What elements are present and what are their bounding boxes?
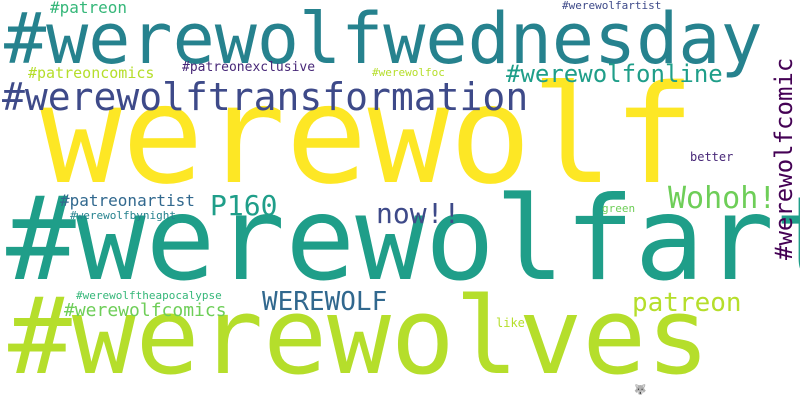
word-better: better (690, 150, 734, 164)
word-werewolfart: #werewolfart (6, 172, 800, 307)
word-like: like (496, 316, 525, 330)
word-WEREWOLF: WEREWOLF (262, 287, 388, 317)
word-green: green (602, 202, 636, 215)
word-werewolfbynight: #werewolfbynight (70, 209, 176, 222)
word-p160: P160 (210, 189, 278, 222)
word-wohoh: Wohoh! (668, 181, 777, 216)
word-patreoncomics: #patreoncomics (28, 64, 155, 82)
word-werewolves: #werewolves (8, 275, 710, 398)
word-patreonexclusive: #patreonexclusive (182, 60, 316, 75)
word-werewolfcomics: #werewolfcomics (64, 300, 227, 321)
word-wolf-emoji: 🐺 (634, 385, 647, 396)
word-patreon: patreon (632, 288, 742, 318)
word-patreon-hashtag: #patreon (50, 0, 128, 17)
word-werewolfartist: #werewolfartist (562, 0, 662, 12)
word-now: now!! (376, 197, 461, 230)
word-werewolfoc: #werewolfoc (372, 66, 445, 79)
word-patreonartist: #patreonartist (60, 191, 195, 210)
word-werewolfcomic: #werewolfcomic (770, 57, 798, 260)
word-werewolf: werewolf (40, 57, 696, 215)
word-werewolfwednesday: #werewolfwednesday (4, 0, 763, 80)
word-werewolftransformation: #werewolftransformation (2, 75, 529, 119)
word-werewolftheapocalypse: #werewolftheapocalypse (76, 289, 222, 302)
word-werewolfonline: #werewolfonline (506, 60, 723, 88)
